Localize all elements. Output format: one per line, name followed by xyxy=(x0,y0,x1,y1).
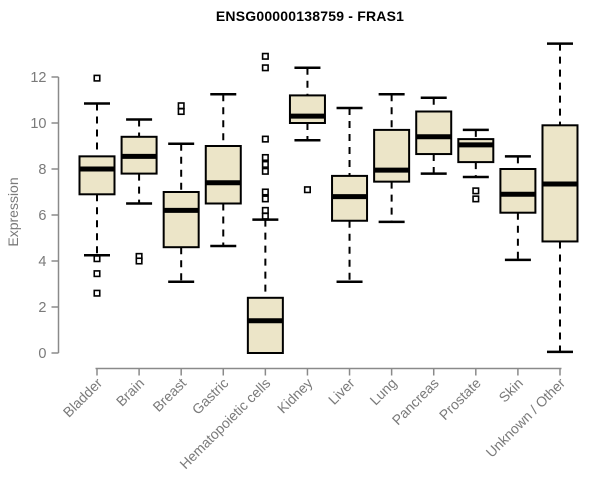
x-tick-label: Unknown / Other xyxy=(483,375,569,461)
outlier-point xyxy=(261,160,269,168)
outlier-point xyxy=(472,187,480,195)
box-pancreas xyxy=(415,110,453,156)
outlier-point xyxy=(93,289,101,297)
outlier-point xyxy=(93,74,101,82)
box-breast xyxy=(162,191,200,249)
outlier-point xyxy=(261,195,269,203)
outlier-point xyxy=(261,167,269,175)
x-tick-label: Prostate xyxy=(436,375,484,423)
box-skin xyxy=(499,168,537,214)
x-tick-label: Skin xyxy=(495,375,526,406)
x-tick-label: Bladder xyxy=(60,375,106,421)
box-gastric xyxy=(204,145,242,205)
y-tick-label: 8 xyxy=(38,162,46,178)
outlier-point xyxy=(135,257,143,265)
box-kidney xyxy=(288,94,326,125)
outlier-point xyxy=(303,186,312,194)
y-tick-label: 12 xyxy=(30,70,46,86)
box-lung xyxy=(373,128,411,183)
outlier-point xyxy=(93,270,101,278)
x-tick-label: Brain xyxy=(113,375,147,409)
box-bladder xyxy=(78,155,116,196)
outlier-point xyxy=(93,255,101,263)
outlier-point xyxy=(177,107,185,116)
outlier-point xyxy=(261,188,269,196)
outlier-point xyxy=(261,212,269,220)
outlier-point xyxy=(261,135,269,143)
outlier-point xyxy=(261,153,269,162)
y-tick-label: 10 xyxy=(30,116,46,132)
box-hematopoietic-cells xyxy=(246,296,284,354)
x-tick-label: Pancreas xyxy=(389,375,442,428)
y-tick-label: 0 xyxy=(38,346,46,362)
outlier-point xyxy=(261,206,269,214)
outlier-point xyxy=(261,52,269,60)
outlier-point xyxy=(472,195,480,203)
x-tick-label: Kidney xyxy=(274,375,316,417)
chart-title: ENSG00000138759 - FRAS1 xyxy=(215,8,405,24)
outlier-point xyxy=(261,64,269,72)
x-tick-label: Breast xyxy=(149,375,189,415)
x-tick-label: Lung xyxy=(366,375,399,408)
x-tick-label: Liver xyxy=(325,375,358,408)
y-tick-label: 2 xyxy=(38,300,46,316)
y-tick-label: 6 xyxy=(38,208,46,224)
outlier-point xyxy=(177,102,185,110)
y-tick-label: 4 xyxy=(38,254,46,270)
